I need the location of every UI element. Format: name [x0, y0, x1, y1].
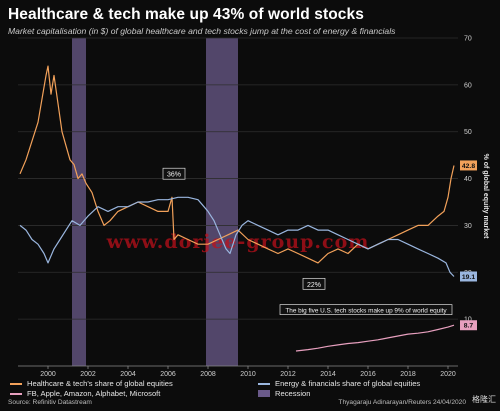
y-tick-label: 30 [464, 223, 472, 230]
chart-subtitle: Market capitalisation (in $) of global h… [8, 26, 396, 36]
x-tick-label: 2006 [160, 371, 176, 378]
annotation-peak-label: 36% [167, 172, 181, 179]
watermark: www.dorjee-group.com [106, 231, 370, 253]
annotation-trough-label: 22% [307, 282, 321, 289]
x-tick-label: 2010 [240, 371, 256, 378]
x-tick-label: 2012 [280, 371, 296, 378]
end-label: 8.7 [464, 323, 474, 330]
series-energy-financials [19, 196, 455, 277]
recession-band [72, 38, 86, 366]
annotation-box [302, 277, 326, 290]
recession-bands [72, 38, 238, 366]
end-label-box [460, 271, 477, 282]
series-lines [19, 65, 455, 352]
y-tick-label: 50 [464, 129, 472, 136]
x-tick-label: 2014 [320, 371, 336, 378]
grid-lines [18, 37, 458, 367]
y-tick-label: 70 [464, 36, 472, 43]
y-axis-label: % of global equity market [482, 154, 489, 239]
watermark-text: www.dorjee-group.com [106, 231, 370, 253]
source-note: Source: Refinitiv Datastream [8, 399, 92, 406]
x-tick-label: 2002 [80, 371, 96, 378]
x-tick-label: 2016 [360, 371, 376, 378]
series-end-labels: 42.8 19.1 8.7 [460, 160, 477, 331]
x-tick-label: 2008 [200, 371, 216, 378]
annotation-box [162, 167, 186, 180]
end-label: 19.1 [462, 274, 475, 281]
annotations: 36% 22% The big five U.S. tech stocks make… [162, 167, 453, 315]
series-big-five [295, 324, 455, 352]
x-tick-label: 2018 [400, 371, 416, 378]
credit-note: Thyagaraju Adinarayan/Reuters 24/04/2020 [338, 399, 466, 406]
x-axis-ticks: 2000 2002 2004 2006 2008 2010 2012 2014 2016 2018… [40, 366, 456, 378]
y-tick-label: 60 [464, 82, 472, 89]
annotation-box [279, 304, 453, 315]
logo: 格隆汇 [472, 395, 496, 404]
recession-band [206, 38, 238, 366]
y-axis-title: % of global equity market [482, 154, 489, 239]
end-label: 42.8 [462, 163, 475, 170]
y-tick-label: 40 [464, 176, 472, 183]
end-label-box [460, 320, 477, 331]
end-label-box [460, 160, 477, 171]
chart-title: Healthcare & tech make up 43% of world s… [8, 6, 364, 23]
x-tick-label: 2004 [120, 371, 136, 378]
y-tick-label: 10 [464, 317, 472, 324]
x-tick-label: 2020 [440, 371, 456, 378]
annotation-big-five-note: The big five U.S. tech stocks make up 9%… [285, 308, 447, 315]
x-tick-label: 2000 [40, 371, 56, 378]
